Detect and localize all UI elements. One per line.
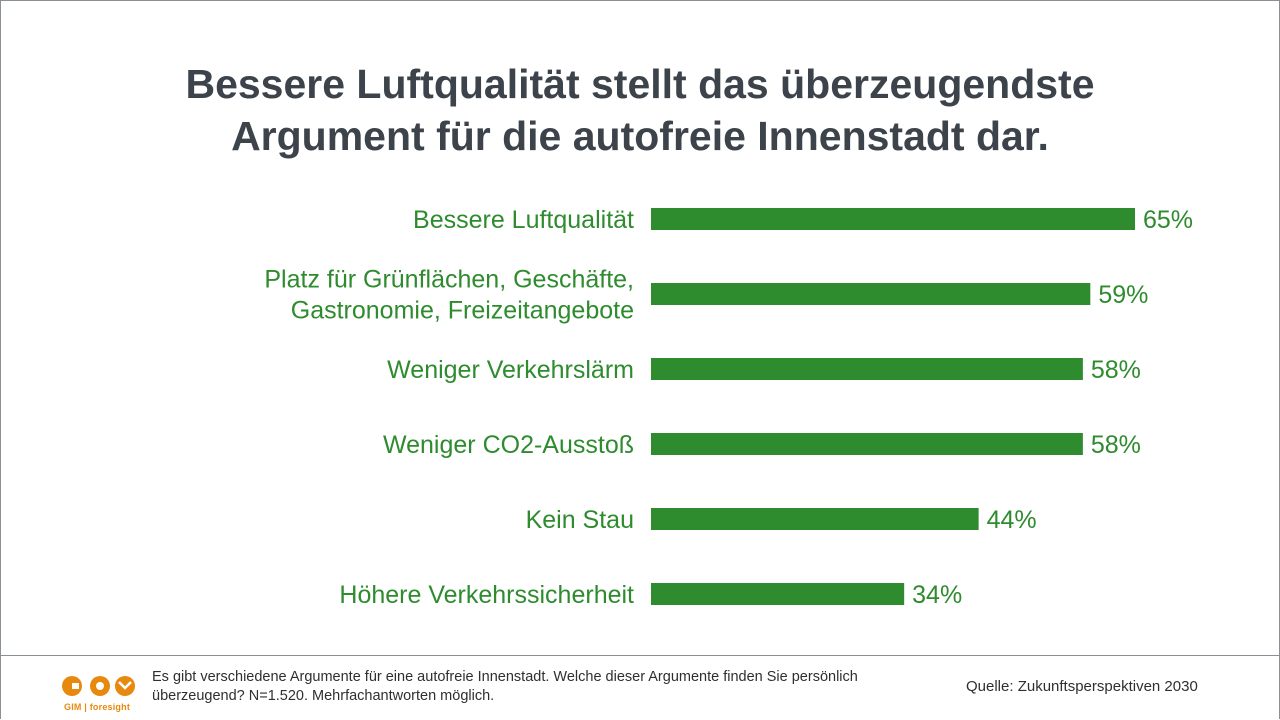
category-label-5: Kein Stau xyxy=(526,506,634,534)
value-label-3: 58% xyxy=(1091,356,1141,384)
bar-3 xyxy=(651,358,1083,380)
bar-1 xyxy=(651,208,1135,230)
category-label-2-line-1: Platz für Grünflächen, Geschäfte, xyxy=(264,266,634,294)
gim-logo-icon xyxy=(62,676,135,696)
category-label-1: Bessere Luftqualität xyxy=(413,206,634,234)
bars-group: 65% Bessere Luftqualität 59% Platz für Grün… xyxy=(264,206,1193,609)
bar-6 xyxy=(651,583,905,605)
value-label-2: 59% xyxy=(1098,281,1148,309)
category-label-2-line-2: Gastronomie, Freizeitangebote xyxy=(291,297,634,325)
survey-question: Es gibt verschiedene Argumente für eine … xyxy=(152,669,858,704)
category-label-4: Weniger CO2-Ausstoß xyxy=(383,431,634,459)
category-label-6: Höhere Verkehrssicherheit xyxy=(339,581,634,609)
footer-divider xyxy=(0,655,1280,656)
source-note: Quelle: Zukunftsperspektiven 2030 xyxy=(966,678,1198,695)
category-label-3: Weniger Verkehrslärm xyxy=(387,356,634,384)
bar-2 xyxy=(651,283,1091,305)
value-label-6: 34% xyxy=(912,581,962,609)
bar-4 xyxy=(651,433,1083,455)
value-label-5: 44% xyxy=(987,506,1037,534)
value-label-4: 58% xyxy=(1091,431,1141,459)
chart-title-line-1: Bessere Luftqualität stellt das überzeug… xyxy=(185,61,1095,107)
logo-wordmark: GIM | foresight xyxy=(64,702,131,712)
chart-title-line-2: Argument für die autofreie Innenstadt da… xyxy=(231,113,1049,159)
bar-chart: 65% Bessere Luftqualität 59% Platz für Grün… xyxy=(264,206,1193,609)
value-label-1: 65% xyxy=(1143,206,1193,234)
bar-5 xyxy=(651,508,979,530)
chart-title: Bessere Luftqualität stellt das überzeug… xyxy=(60,58,1220,162)
